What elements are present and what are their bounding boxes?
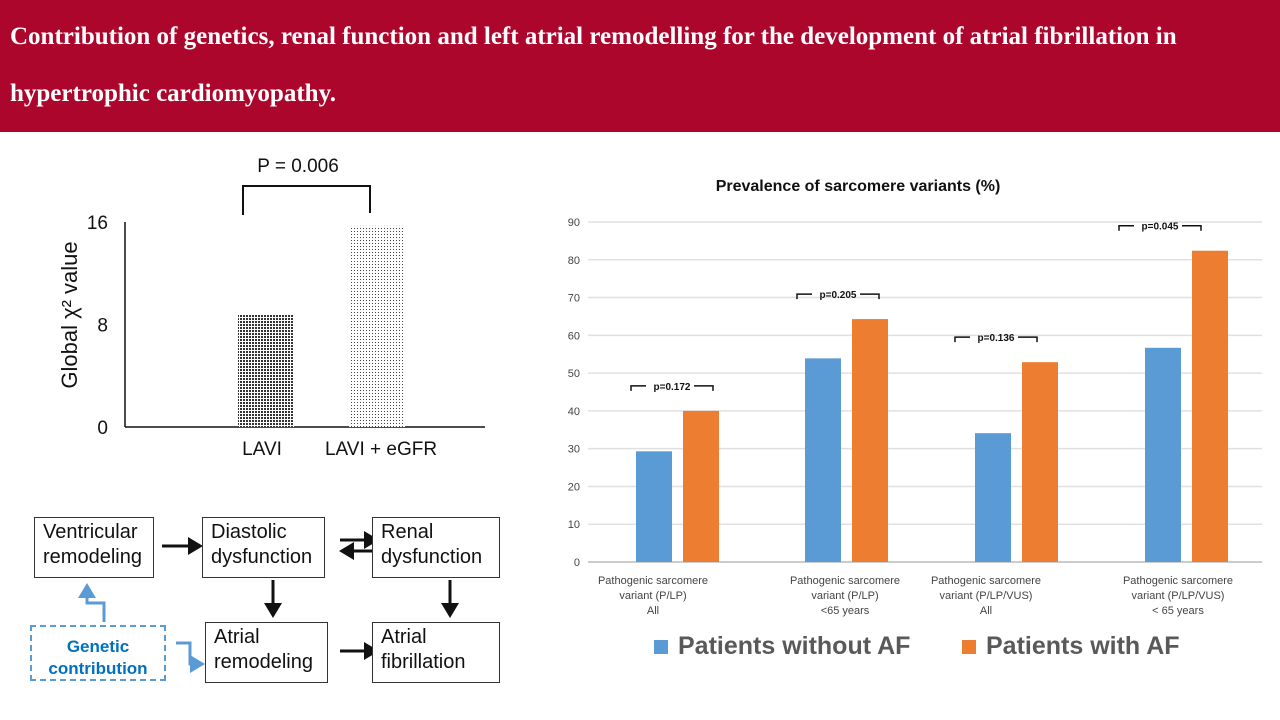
x-tick-label: Pathogenic sarcomere <box>790 575 900 587</box>
y-tick-label: 80 <box>568 255 580 267</box>
chart-title: Prevalence of sarcomere variants (%) <box>716 178 1001 195</box>
p-value-label: p=0.045 <box>1142 222 1179 233</box>
bar-without-af <box>975 433 1011 562</box>
y-tick-label: 40 <box>568 406 580 418</box>
x-tick-label: Pathogenic sarcomere <box>598 575 708 587</box>
y-tick-label: 20 <box>568 481 580 493</box>
box-atrial-fibrillation: Atrial fibrillation <box>372 622 500 683</box>
y-axis-label: Global χ² value <box>57 241 82 388</box>
box-text: dysfunction <box>211 546 313 568</box>
x-tick-label: LAVI <box>242 439 282 460</box>
legend-label: Patients without AF <box>678 632 911 660</box>
box-atrial-remodeling: Atrial remodeling <box>205 622 328 683</box>
x-tick-label: < 65 years <box>1152 605 1204 617</box>
x-tick-label: variant (P/LP) <box>811 590 878 602</box>
bar <box>349 225 405 427</box>
y-tick-label: 0 <box>97 418 108 439</box>
bar-with-af <box>1192 250 1228 562</box>
y-tick-label: 0 <box>574 557 580 569</box>
legend-with-af: Patients with AF <box>962 632 1180 661</box>
box-text: remodeling <box>43 546 142 568</box>
x-tick-label: variant (P/LP/VUS) <box>940 590 1033 602</box>
title-banner: Contribution of genetics, renal function… <box>0 0 1280 132</box>
box-ventricular-remodeling: Ventricular remodeling <box>34 517 154 578</box>
y-tick-label: 10 <box>568 519 580 531</box>
y-tick-label: 70 <box>568 293 580 305</box>
y-tick-label: 16 <box>87 213 108 234</box>
x-tick-label: <65 years <box>821 605 870 617</box>
bar-without-af <box>1145 347 1181 562</box>
arrow-genetic-to-ventricular <box>78 583 106 622</box>
box-renal-dysfunction: Renal dysfunction <box>372 517 500 578</box>
box-text: Diastolic <box>211 521 287 543</box>
x-tick-label: variant (P/LP/VUS) <box>1132 590 1225 602</box>
box-text: Atrial <box>214 626 260 648</box>
x-tick-label: All <box>647 605 659 617</box>
legend-label: Patients with AF <box>986 632 1180 660</box>
bar <box>238 314 294 427</box>
p-value-label: p=0.205 <box>820 290 857 301</box>
bar-with-af <box>683 410 719 562</box>
box-text: Genetic <box>66 637 130 656</box>
bar-without-af <box>636 451 672 562</box>
x-tick-label: Pathogenic sarcomere <box>1123 575 1233 587</box>
diagram-arrows <box>78 531 459 673</box>
bar-with-af <box>1022 362 1058 562</box>
box-text: Ventricular <box>43 521 138 543</box>
significance-bracket <box>954 336 1038 343</box>
p-value-label: P = 0.006 <box>257 156 339 177</box>
y-tick-label: 50 <box>568 368 580 380</box>
box-diastolic-dysfunction: Diastolic dysfunction <box>202 517 325 578</box>
legend-swatch <box>962 640 976 655</box>
y-tick-label: 90 <box>568 217 580 229</box>
box-text: contribution <box>48 659 148 678</box>
significance-bracket <box>1118 224 1202 231</box>
box-text: remodeling <box>214 651 313 673</box>
x-tick-label: Pathogenic sarcomere <box>931 575 1041 587</box>
significance-bracket <box>796 293 880 300</box>
legend-swatch <box>654 640 668 655</box>
bar-without-af <box>805 358 841 562</box>
page-title: Contribution of genetics, renal function… <box>10 23 1177 107</box>
x-tick-label: All <box>980 605 992 617</box>
p-value-label: p=0.172 <box>654 382 691 393</box>
x-tick-label: variant (P/LP) <box>619 590 686 602</box>
legend-without-af: Patients without AF <box>654 632 910 661</box>
y-tick-label: 30 <box>568 444 580 456</box>
box-genetic-contribution: Genetic contribution <box>30 625 166 681</box>
y-tick-label: 8 <box>97 316 108 337</box>
x-tick-label: LAVI + eGFR <box>325 439 437 460</box>
box-text: Renal <box>381 521 434 543</box>
box-text: Atrial <box>381 626 427 648</box>
bar-with-af <box>852 319 888 562</box>
significance-bracket <box>630 385 714 391</box>
arrow-genetic-to-atrial <box>176 641 205 673</box>
p-value-label: p=0.136 <box>978 333 1015 344</box>
y-tick-label: 60 <box>568 330 580 342</box>
significance-bracket <box>242 185 371 215</box>
box-text: fibrillation <box>381 651 466 673</box>
box-text: dysfunction <box>381 546 483 568</box>
